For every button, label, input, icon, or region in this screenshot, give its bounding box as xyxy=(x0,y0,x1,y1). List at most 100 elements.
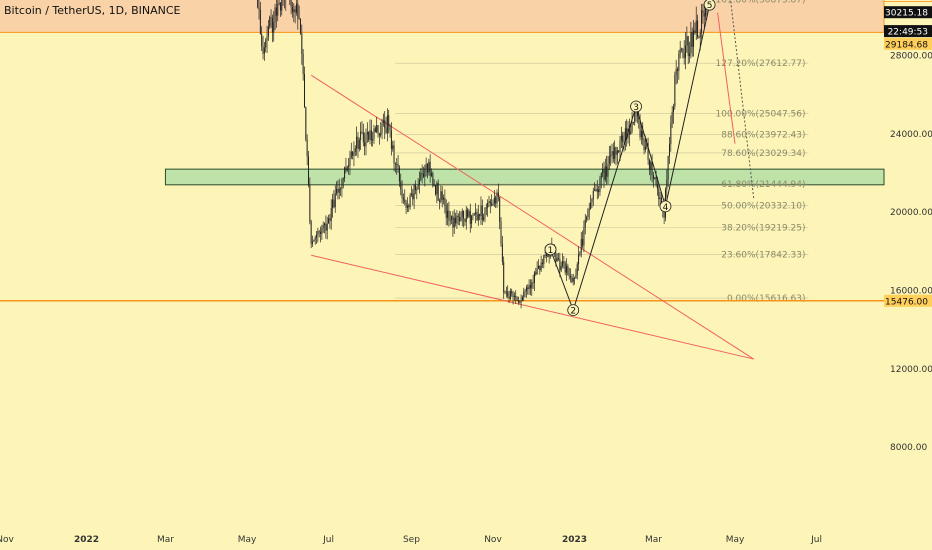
candle-body xyxy=(322,225,324,229)
candle-body xyxy=(642,130,644,140)
candle-body xyxy=(598,189,600,193)
candle-body xyxy=(533,272,535,283)
candle-body xyxy=(349,157,351,166)
candle-body xyxy=(472,214,474,216)
candle-body xyxy=(687,36,689,56)
candle-body xyxy=(381,122,383,134)
candle-body xyxy=(648,159,650,170)
candle-body xyxy=(679,49,681,54)
candle-body xyxy=(270,17,272,18)
x-tick-label: Jul xyxy=(810,535,822,545)
y-tick-label: 20000.00 xyxy=(890,208,932,218)
candle-body xyxy=(631,122,633,132)
candle-body xyxy=(421,172,423,174)
candle-body xyxy=(348,165,350,167)
candle-body xyxy=(384,120,386,129)
candle-body xyxy=(468,210,470,217)
candle-body xyxy=(484,207,486,217)
y-tick-label: 28000.00 xyxy=(890,52,932,62)
candle-body xyxy=(512,293,514,298)
candle-body xyxy=(368,132,370,140)
y-tick-label: 16000.00 xyxy=(890,287,932,297)
candle-body xyxy=(471,215,473,224)
candle-body xyxy=(683,52,685,59)
candle-body xyxy=(520,300,522,303)
candle-body xyxy=(353,152,355,156)
candle-body xyxy=(630,131,632,135)
candle-body xyxy=(326,223,328,231)
candle-body xyxy=(265,40,267,48)
candle-body xyxy=(357,136,359,150)
candle-body xyxy=(586,217,588,220)
candle-body xyxy=(417,184,419,190)
candle-body xyxy=(291,6,293,12)
candle-body xyxy=(694,30,696,34)
candle-body xyxy=(705,3,707,17)
candle-body xyxy=(274,7,276,23)
candle-body xyxy=(618,150,620,153)
candle-body xyxy=(558,258,560,260)
candle-body xyxy=(393,145,395,164)
candle-body xyxy=(444,197,446,206)
candle-body xyxy=(320,231,322,234)
candle-body xyxy=(678,53,680,71)
candle-body xyxy=(563,261,565,264)
candle-body xyxy=(389,126,391,131)
x-tick-label: Mar xyxy=(157,535,174,545)
price-tag xyxy=(884,25,932,38)
candle-body xyxy=(496,192,498,204)
candle-body xyxy=(672,106,674,113)
candle-body xyxy=(409,195,411,208)
candle-body xyxy=(492,203,494,206)
candle-body xyxy=(328,218,330,224)
candle-body xyxy=(317,231,319,235)
candle-body xyxy=(279,2,281,11)
candle-body xyxy=(607,163,609,177)
candle-body xyxy=(281,0,283,11)
candle-body xyxy=(587,210,589,218)
wave-label: 2 xyxy=(570,307,576,317)
candle-body xyxy=(365,134,367,147)
candle-body xyxy=(532,282,534,284)
fib-label: 161.80%(30875.87) xyxy=(716,0,806,5)
trend-line xyxy=(311,254,754,360)
candle-body xyxy=(701,10,703,33)
candle-body xyxy=(360,131,362,140)
fib-label: 78.60%(23029.34) xyxy=(721,149,805,159)
candle-body xyxy=(416,189,418,191)
candle-body xyxy=(448,210,450,221)
candle-body xyxy=(377,125,379,134)
candle-body xyxy=(639,119,641,138)
candle-body xyxy=(651,161,653,176)
candle-body xyxy=(433,185,435,186)
candle-body xyxy=(658,188,660,200)
candle-body xyxy=(690,31,692,54)
candle-body xyxy=(342,178,344,180)
candle-body xyxy=(667,155,669,180)
candle-body xyxy=(441,191,443,200)
candle-body xyxy=(414,184,416,191)
candle-body xyxy=(555,253,557,262)
candle-body xyxy=(352,151,354,156)
candle-body xyxy=(594,189,596,191)
candle-body xyxy=(693,30,695,47)
candle-body xyxy=(278,2,280,5)
candle-body xyxy=(370,130,372,141)
candle-body xyxy=(614,147,616,159)
candle-body xyxy=(527,287,529,290)
candle-body xyxy=(435,185,437,195)
y-tick-label: 24000.00 xyxy=(890,130,932,140)
candle-body xyxy=(685,45,687,59)
candle-body xyxy=(385,128,387,133)
candle-body xyxy=(277,4,279,16)
candle-body xyxy=(273,22,275,33)
candle-body xyxy=(677,69,679,71)
symbol-title: Bitcoin / TetherUS, 1D, BINANCE xyxy=(4,4,181,17)
projection-dotted xyxy=(730,0,755,199)
candle-body xyxy=(295,3,297,13)
candle-body xyxy=(386,115,388,133)
candle-body xyxy=(643,139,645,150)
candle-body xyxy=(682,48,684,53)
price-tag-text: 30215.18 xyxy=(885,9,928,19)
